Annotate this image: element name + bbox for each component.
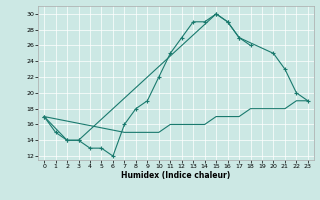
- X-axis label: Humidex (Indice chaleur): Humidex (Indice chaleur): [121, 171, 231, 180]
